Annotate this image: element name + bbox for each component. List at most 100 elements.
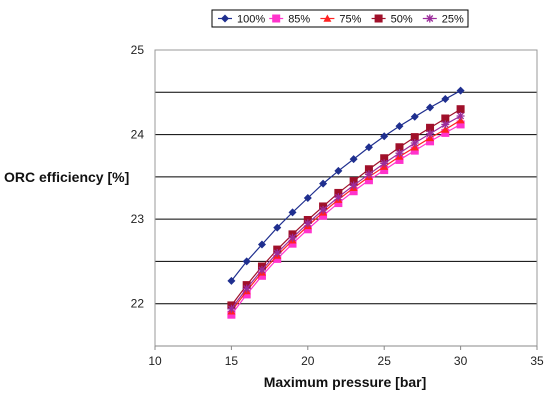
data-point (441, 125, 450, 133)
data-point (441, 114, 450, 123)
data-point (273, 223, 282, 232)
series-5 (227, 111, 465, 313)
data-point (257, 265, 266, 274)
x-axis-title: Maximum pressure [bar] (264, 374, 427, 390)
data-point (257, 240, 266, 249)
series-line (230, 115, 461, 310)
data-point (349, 181, 358, 190)
x-tick-label: 10 (148, 354, 162, 368)
data-point (441, 95, 450, 104)
x-tick-label: 15 (225, 354, 239, 368)
data-point (273, 248, 282, 257)
data-point (456, 111, 465, 120)
legend-label: 50% (391, 14, 413, 26)
data-point (242, 284, 251, 293)
series-2 (227, 120, 465, 319)
data-point (395, 122, 404, 131)
data-point (410, 146, 419, 155)
y-gridlines (155, 49, 537, 305)
legend-marker (323, 14, 332, 22)
series-layer (227, 86, 465, 319)
legend-item: 25% (422, 14, 464, 26)
data-point (364, 143, 373, 152)
data-point (364, 176, 373, 185)
x-tick-label: 20 (301, 354, 315, 368)
series-line (230, 123, 461, 316)
data-point (242, 257, 251, 266)
data-point (426, 123, 435, 132)
data-point (349, 177, 358, 186)
data-point (426, 129, 435, 138)
series-line (230, 108, 461, 306)
data-point (227, 276, 236, 285)
data-point (334, 166, 343, 175)
data-point (288, 239, 297, 248)
series-1 (227, 86, 465, 285)
data-point (456, 120, 465, 129)
y-tick-label: 24 (131, 128, 145, 142)
data-point (426, 137, 435, 146)
series-line (230, 90, 461, 282)
data-point (349, 187, 358, 196)
data-point (380, 159, 389, 168)
data-point (227, 304, 236, 313)
data-point (380, 166, 389, 175)
data-point (303, 219, 312, 228)
data-point (395, 155, 404, 164)
data-point (441, 120, 450, 129)
data-point (334, 188, 343, 197)
data-point (441, 128, 450, 137)
data-point (380, 154, 389, 163)
data-point (227, 310, 236, 319)
legend-item: 100% (218, 14, 265, 26)
data-point (410, 133, 419, 142)
data-point (334, 193, 343, 202)
data-point (410, 112, 419, 121)
data-point (319, 211, 328, 220)
x-tick-label: 25 (378, 354, 392, 368)
data-point (426, 103, 435, 112)
legend-marker (374, 14, 383, 23)
data-point (349, 155, 358, 164)
data-point (410, 139, 419, 148)
data-point (288, 208, 297, 217)
y-axis-title: ORC efficiency [%] (4, 169, 129, 185)
data-point (273, 254, 282, 263)
data-point (395, 149, 404, 158)
data-point (395, 143, 404, 152)
data-point (364, 170, 373, 179)
legend-item: 85% (269, 14, 310, 26)
data-point (303, 225, 312, 234)
legend-label: 75% (339, 14, 361, 26)
data-point (257, 271, 266, 280)
data-point (288, 233, 297, 242)
series-line (230, 119, 461, 312)
axes: 10 15 20 25 30 35 22 23 24 25 (131, 43, 544, 368)
legend-marker (272, 14, 281, 23)
legend-item: 50% (371, 14, 413, 26)
legend-marker (221, 14, 229, 23)
legend: 100% 85% 75% 50% 25% (211, 9, 469, 28)
x-tick-label: 30 (454, 354, 468, 368)
legend-item: 75% (320, 14, 362, 26)
data-point (242, 290, 251, 299)
legend-label: 85% (288, 14, 310, 26)
legend-box (211, 9, 469, 28)
data-point (334, 199, 343, 208)
data-point (456, 86, 465, 95)
data-point (319, 179, 328, 188)
data-point (319, 205, 328, 214)
y-tick-label: 23 (131, 212, 145, 226)
y-tick-label: 22 (131, 297, 145, 311)
data-point (380, 132, 389, 141)
legend-marker (425, 14, 434, 23)
y-tick-label: 25 (131, 43, 145, 57)
data-point (303, 194, 312, 202)
x-tick-label: 35 (530, 354, 544, 368)
legend-label: 100% (237, 14, 265, 26)
data-point (364, 165, 373, 174)
series-3 (227, 116, 465, 315)
data-point (456, 105, 465, 114)
legend-label: 25% (442, 14, 464, 26)
